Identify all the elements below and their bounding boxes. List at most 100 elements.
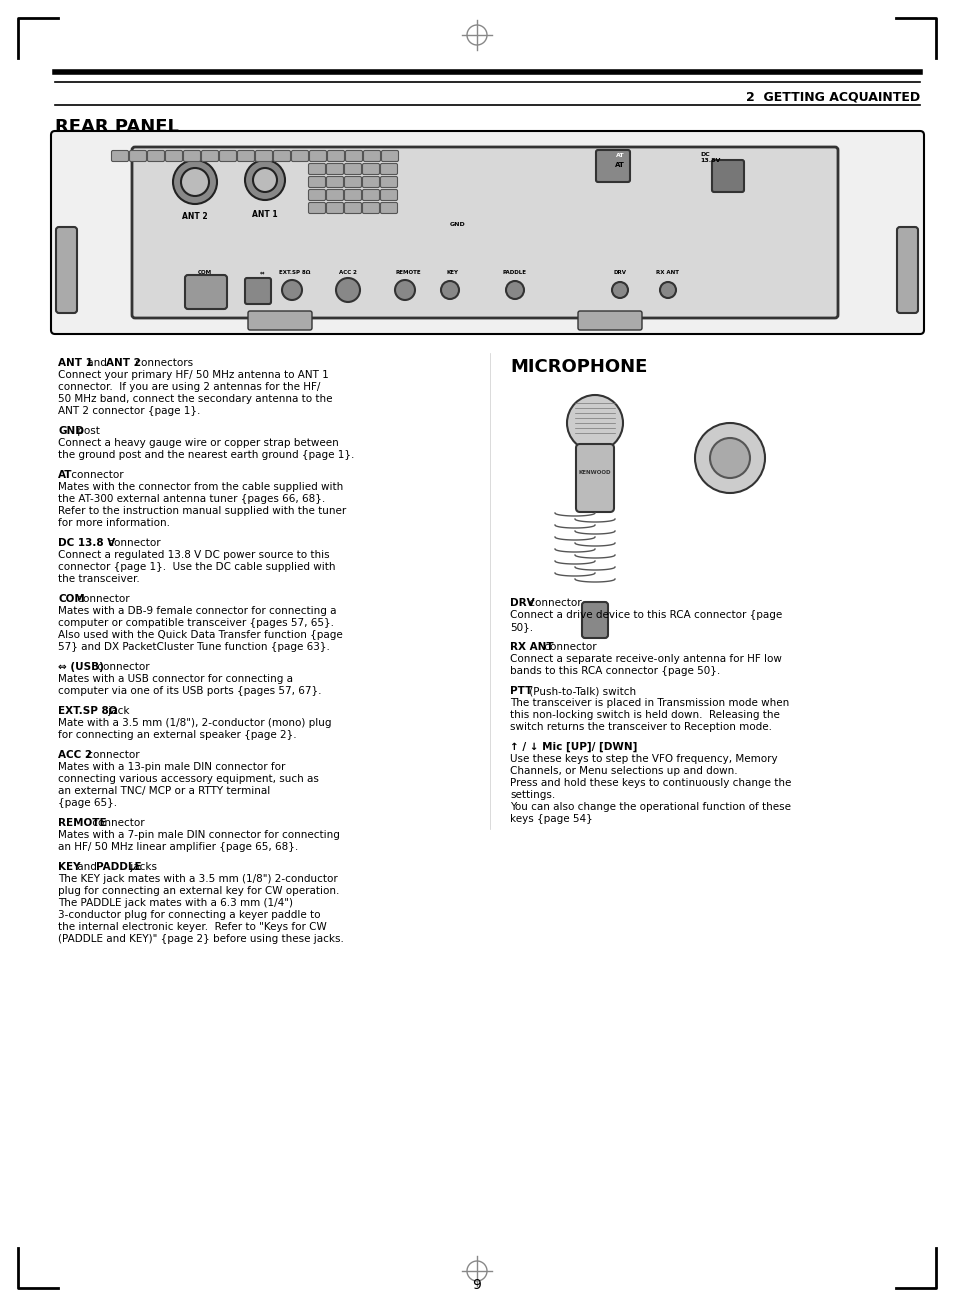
FancyBboxPatch shape	[183, 150, 200, 162]
Text: DRV: DRV	[613, 270, 626, 276]
Text: computer via one of its USB ports {pages 57, 67}.: computer via one of its USB ports {pages…	[58, 686, 321, 696]
Text: the AT-300 external antenna tuner {pages 66, 68}.: the AT-300 external antenna tuner {pages…	[58, 494, 325, 504]
FancyBboxPatch shape	[380, 176, 397, 188]
FancyBboxPatch shape	[362, 202, 379, 213]
FancyBboxPatch shape	[578, 311, 641, 330]
Circle shape	[659, 282, 676, 298]
FancyBboxPatch shape	[130, 150, 147, 162]
Text: PTT: PTT	[510, 686, 532, 696]
Text: RX ANT: RX ANT	[510, 643, 553, 652]
Text: Press and hold these keys to continuously change the: Press and hold these keys to continuousl…	[510, 778, 791, 788]
FancyBboxPatch shape	[165, 150, 182, 162]
FancyBboxPatch shape	[362, 163, 379, 175]
Text: computer or compatible transceiver {pages 57, 65}.: computer or compatible transceiver {page…	[58, 618, 334, 628]
Circle shape	[709, 438, 749, 478]
FancyBboxPatch shape	[255, 150, 273, 162]
Text: connector: connector	[84, 750, 139, 760]
Text: 50 MHz band, connect the secondary antenna to the: 50 MHz band, connect the secondary anten…	[58, 394, 333, 404]
Text: Also used with the Quick Data Transfer function {page: Also used with the Quick Data Transfer f…	[58, 629, 342, 640]
Text: the ground post and the nearest earth ground {page 1}.: the ground post and the nearest earth gr…	[58, 451, 354, 460]
Text: DC
13.8V: DC 13.8V	[700, 151, 720, 163]
Text: connector {page 1}.  Use the DC cable supplied with: connector {page 1}. Use the DC cable sup…	[58, 562, 335, 572]
FancyBboxPatch shape	[185, 276, 227, 310]
Text: the internal electronic keyer.  Refer to "Keys for CW: the internal electronic keyer. Refer to …	[58, 922, 327, 932]
Text: connectors: connectors	[132, 358, 193, 368]
Text: 3-conductor plug for connecting a keyer paddle to: 3-conductor plug for connecting a keyer …	[58, 910, 320, 919]
Text: post: post	[73, 426, 99, 436]
Text: connecting various accessory equipment, such as: connecting various accessory equipment, …	[58, 774, 318, 784]
FancyBboxPatch shape	[308, 189, 325, 201]
Text: jacks: jacks	[127, 862, 157, 872]
Text: ANT 1: ANT 1	[252, 210, 277, 219]
Text: The transceiver is placed in Transmission mode when: The transceiver is placed in Transmissio…	[510, 697, 788, 708]
Text: Connect a drive device to this RCA connector {page: Connect a drive device to this RCA conne…	[510, 610, 781, 620]
Text: AT: AT	[615, 162, 624, 168]
FancyBboxPatch shape	[308, 202, 325, 213]
Text: 2  GETTING ACQUAINTED: 2 GETTING ACQUAINTED	[745, 90, 919, 103]
Text: COM: COM	[58, 594, 85, 603]
Text: Use these keys to step the VFO frequency, Memory: Use these keys to step the VFO frequency…	[510, 754, 777, 764]
FancyBboxPatch shape	[344, 202, 361, 213]
Text: RX ANT: RX ANT	[656, 270, 679, 276]
Text: connector: connector	[73, 594, 129, 603]
Text: REMOTE: REMOTE	[58, 818, 107, 828]
Text: REAR PANEL: REAR PANEL	[55, 118, 179, 136]
Text: and: and	[84, 358, 110, 368]
Text: ⇔ (USB): ⇔ (USB)	[58, 662, 104, 673]
Text: (PADDLE and KEY)" {page 2} before using these jacks.: (PADDLE and KEY)" {page 2} before using …	[58, 934, 343, 944]
FancyBboxPatch shape	[326, 176, 343, 188]
Text: EXT.SP 8Ω: EXT.SP 8Ω	[279, 270, 311, 276]
Text: MICROPHONE: MICROPHONE	[510, 358, 647, 376]
Text: COM: COM	[197, 270, 212, 276]
Text: Connect a regulated 13.8 V DC power source to this: Connect a regulated 13.8 V DC power sour…	[58, 550, 330, 560]
FancyBboxPatch shape	[219, 150, 236, 162]
Text: GND: GND	[450, 222, 465, 227]
Circle shape	[282, 279, 302, 300]
Circle shape	[172, 161, 216, 204]
Text: the transceiver.: the transceiver.	[58, 575, 139, 584]
Circle shape	[505, 281, 523, 299]
Circle shape	[395, 279, 415, 300]
FancyBboxPatch shape	[274, 150, 291, 162]
Text: The PADDLE jack mates with a 6.3 mm (1/4"): The PADDLE jack mates with a 6.3 mm (1/4…	[58, 899, 293, 908]
Text: 57} and DX PacketCluster Tune function {page 63}.: 57} and DX PacketCluster Tune function {…	[58, 643, 330, 652]
Text: connector: connector	[94, 662, 150, 673]
Text: KEY: KEY	[447, 270, 458, 276]
Circle shape	[612, 282, 627, 298]
Circle shape	[181, 168, 209, 196]
Text: Mates with a USB connector for connecting a: Mates with a USB connector for connectin…	[58, 674, 293, 684]
FancyBboxPatch shape	[308, 163, 325, 175]
FancyBboxPatch shape	[344, 189, 361, 201]
Text: connector: connector	[105, 538, 160, 549]
Text: for more information.: for more information.	[58, 518, 170, 528]
Circle shape	[695, 423, 764, 492]
FancyBboxPatch shape	[596, 150, 629, 182]
Text: Channels, or Menu selections up and down.: Channels, or Menu selections up and down…	[510, 767, 737, 776]
FancyBboxPatch shape	[896, 227, 917, 313]
Text: for connecting an external speaker {page 2}.: for connecting an external speaker {page…	[58, 730, 296, 741]
Text: connector: connector	[540, 643, 597, 652]
FancyBboxPatch shape	[362, 189, 379, 201]
Text: (Push-to-Talk) switch: (Push-to-Talk) switch	[525, 686, 635, 696]
FancyBboxPatch shape	[327, 150, 344, 162]
Text: ANT 2 connector {page 1}.: ANT 2 connector {page 1}.	[58, 406, 200, 417]
Circle shape	[335, 278, 359, 302]
FancyBboxPatch shape	[345, 150, 362, 162]
Text: ANT 1: ANT 1	[58, 358, 92, 368]
Text: Mates with a 7-pin male DIN connector for connecting: Mates with a 7-pin male DIN connector fo…	[58, 831, 339, 840]
Text: keys {page 54}: keys {page 54}	[510, 814, 592, 824]
Text: ACC 2: ACC 2	[338, 270, 356, 276]
Text: AT: AT	[58, 470, 72, 481]
Text: 9: 9	[472, 1279, 481, 1292]
Text: jack: jack	[105, 707, 130, 716]
Circle shape	[253, 168, 276, 192]
Text: ↑ / ↓ Mic [UP]/ [DWN]: ↑ / ↓ Mic [UP]/ [DWN]	[510, 742, 637, 752]
FancyBboxPatch shape	[711, 161, 743, 192]
Text: connector: connector	[69, 470, 124, 481]
Text: plug for connecting an external key for CW operation.: plug for connecting an external key for …	[58, 885, 339, 896]
Text: Mates with the connector from the cable supplied with: Mates with the connector from the cable …	[58, 482, 343, 492]
Text: KEY: KEY	[58, 862, 80, 872]
Text: Mate with a 3.5 mm (1/8"), 2-conductor (mono) plug: Mate with a 3.5 mm (1/8"), 2-conductor (…	[58, 718, 331, 727]
Text: PADDLE: PADDLE	[96, 862, 142, 872]
FancyBboxPatch shape	[326, 202, 343, 213]
